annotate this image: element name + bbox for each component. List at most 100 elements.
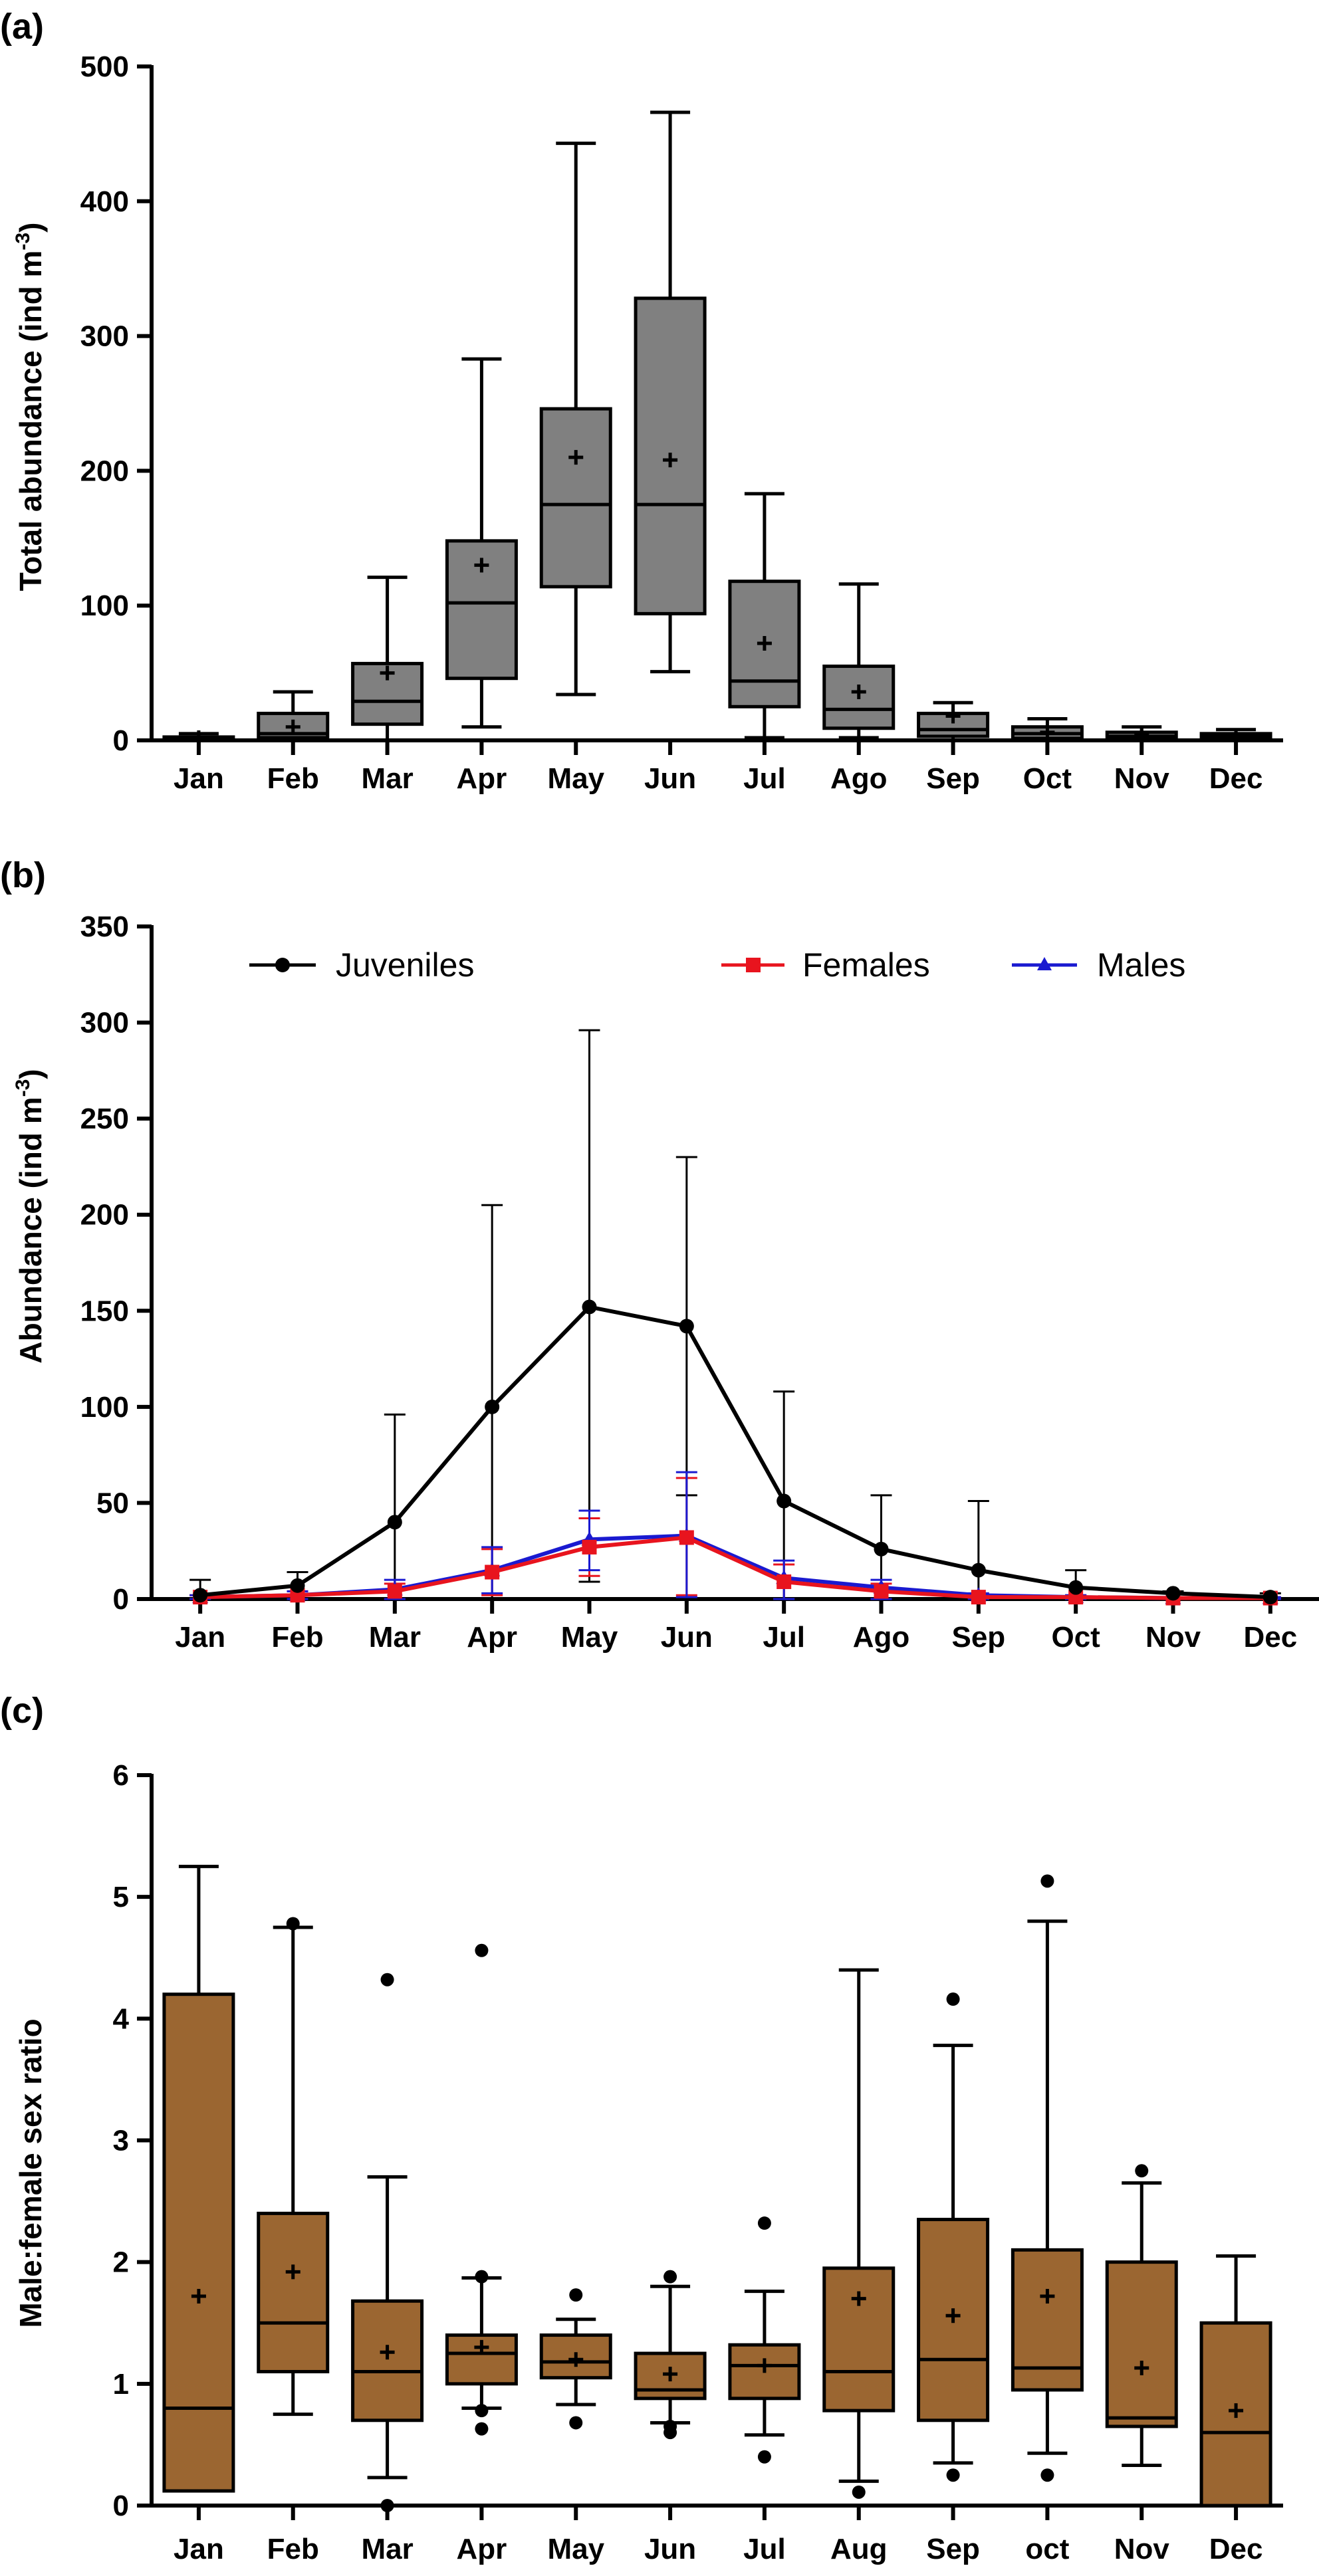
outlier-point bbox=[1040, 1874, 1054, 1888]
mean-marker bbox=[1040, 2288, 1055, 2304]
outlier-point bbox=[380, 1973, 394, 1986]
panel-b-label: (b) bbox=[0, 855, 46, 895]
box-iqr bbox=[351, 2299, 424, 2422]
legend-juveniles-marker bbox=[275, 958, 290, 972]
box-mar bbox=[351, 1973, 424, 2512]
outlier-point bbox=[852, 2485, 866, 2499]
data-point bbox=[1262, 1590, 1278, 1605]
panel-c-x-tick-label: Mar bbox=[361, 2533, 413, 2565]
data-point bbox=[874, 1541, 889, 1556]
panel-a-y-tick-label: 100 bbox=[80, 590, 129, 622]
panel-b-y-tick-label: 300 bbox=[80, 1007, 129, 1039]
panel-a-x-tick-label: Oct bbox=[1023, 762, 1072, 795]
mean-marker bbox=[757, 2358, 772, 2373]
data-point bbox=[485, 1399, 500, 1414]
panel-b-y-tick-label: 350 bbox=[80, 911, 129, 943]
panel-b-x-tick-label: Feb bbox=[271, 1621, 323, 1654]
mean-marker bbox=[757, 635, 772, 651]
mean-marker bbox=[285, 2264, 300, 2280]
mean-marker bbox=[1134, 2361, 1149, 2376]
outlier-point bbox=[475, 2404, 489, 2418]
data-point bbox=[777, 1493, 792, 1509]
panel-b-ylabel-main: Abundance (ind m bbox=[13, 1097, 48, 1363]
panel-b-marks: 0 50 100 150 200 250 300 350 Jan Feb Mar Apr May Jun J… bbox=[80, 911, 1319, 1654]
legend-males-label: Males bbox=[1097, 946, 1185, 984]
panel-c-y-tick-label: 6 bbox=[113, 1759, 129, 1792]
mean-marker bbox=[380, 2345, 395, 2360]
panel-a-ylabel-tail: ) bbox=[13, 223, 48, 233]
mean-marker bbox=[191, 2288, 206, 2304]
panel-c-x-tick-label: May bbox=[547, 2533, 604, 2565]
series-line-females bbox=[193, 1530, 1278, 1606]
legend-item-males: Males bbox=[1012, 946, 1185, 984]
box-jul bbox=[728, 2216, 801, 2464]
box-jan bbox=[162, 730, 235, 745]
outlier-point bbox=[663, 2419, 677, 2433]
panel-a-x-tick-label: Apr bbox=[457, 762, 507, 795]
panel-c-y-axis-title: Male:female sex ratio bbox=[13, 2018, 48, 2327]
series-juveniles bbox=[189, 1029, 1281, 1600]
panel-a-x-tick-label: Nov bbox=[1114, 762, 1170, 795]
panel-a-x-tick-label: Jan bbox=[174, 762, 224, 795]
mean-marker bbox=[568, 450, 584, 465]
mean-marker bbox=[851, 2291, 866, 2306]
box-feb bbox=[257, 1917, 330, 2416]
outlier-point bbox=[1135, 2164, 1149, 2178]
panel-a-y-tick-label: 500 bbox=[80, 51, 129, 83]
box-nov bbox=[1105, 2164, 1178, 2468]
mean-marker bbox=[1229, 2403, 1244, 2418]
box-oct bbox=[1011, 1874, 1084, 2482]
outlier-point bbox=[569, 2416, 583, 2430]
box-iqr bbox=[162, 1992, 235, 2493]
outlier-point bbox=[380, 2499, 394, 2512]
data-point bbox=[193, 1588, 208, 1603]
panel-c-x-tick-label: Feb bbox=[267, 2533, 319, 2565]
panel-c-label: (c) bbox=[0, 1691, 44, 1731]
legend-females-label: Females bbox=[802, 946, 930, 984]
box-apr bbox=[445, 357, 518, 729]
mean-marker bbox=[945, 2308, 961, 2323]
mean-marker bbox=[474, 2339, 489, 2355]
panel-c-x-tick-label: Nov bbox=[1114, 2533, 1170, 2565]
panel-a-y-tick-label: 300 bbox=[80, 320, 129, 353]
data-point bbox=[582, 1539, 597, 1555]
outlier-point bbox=[663, 2270, 677, 2284]
outlier-point bbox=[757, 2216, 771, 2230]
outlier-point bbox=[475, 1943, 489, 1957]
panel-c-x-tick-label: Apr bbox=[457, 2533, 507, 2565]
mean-marker bbox=[285, 719, 300, 734]
panel-c-x-tick-label: Jan bbox=[174, 2533, 224, 2565]
outlier-point bbox=[475, 2422, 489, 2436]
outlier-point bbox=[757, 2450, 771, 2464]
panel-a-y-tick-label: 0 bbox=[113, 724, 129, 757]
legend-juveniles-label: Juveniles bbox=[336, 946, 474, 984]
mean-marker bbox=[1134, 727, 1149, 742]
box-apr bbox=[445, 1943, 518, 2436]
panel-c-y-tick-label: 1 bbox=[113, 2368, 129, 2401]
outlier-point bbox=[475, 2270, 489, 2284]
panel-b-x-tick-label: Nov bbox=[1145, 1621, 1201, 1654]
panel-c-x-tick-label: Sep bbox=[926, 2533, 980, 2565]
box-oct bbox=[1011, 717, 1084, 742]
outlier-point bbox=[946, 2468, 960, 2482]
legend-item-juveniles: Juveniles bbox=[249, 946, 474, 984]
panel-b-x-tick-label: May bbox=[561, 1621, 618, 1654]
panel-b-y-axis-title: Abundance (ind m-3) bbox=[12, 1069, 48, 1363]
box-iqr bbox=[257, 2211, 330, 2374]
panel-c-y-tick-label: 4 bbox=[113, 2002, 130, 2035]
series-line bbox=[200, 1535, 1270, 1600]
panel-a-y-tick-label: 200 bbox=[80, 455, 129, 487]
box-aug bbox=[822, 1968, 896, 2499]
data-point bbox=[679, 1319, 694, 1334]
data-point bbox=[290, 1578, 305, 1593]
panel-c-x-tick-label: Aug bbox=[830, 2533, 888, 2565]
panel-a-total-abundance: (a) Total abundance (ind m-3) 0 100 200 300… bbox=[0, 7, 1283, 795]
box-mar bbox=[351, 576, 424, 742]
box-iqr bbox=[822, 2266, 896, 2413]
panel-c-y-tick-label: 2 bbox=[113, 2246, 129, 2279]
outlier-point bbox=[286, 1917, 300, 1931]
panel-b-y-tick-label: 100 bbox=[80, 1391, 129, 1424]
box-may bbox=[539, 142, 612, 697]
panel-c-y-tick-label: 3 bbox=[113, 2125, 129, 2157]
panel-a-x-tick-label: Jun bbox=[644, 762, 696, 795]
